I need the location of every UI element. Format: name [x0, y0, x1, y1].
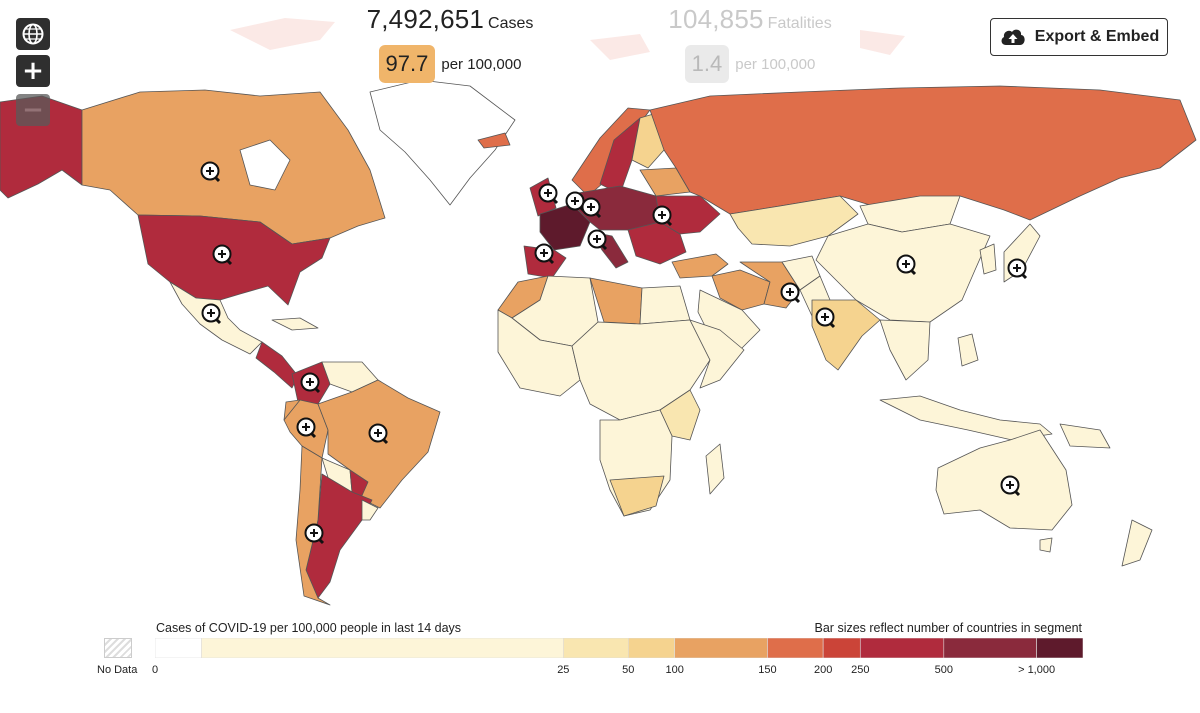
zoom-in-marker-icon[interactable]	[538, 183, 559, 205]
zoom-in-marker-icon[interactable]	[212, 244, 233, 266]
country-indonesia	[879, 395, 1053, 441]
legend-tick-label: > 1,000	[1018, 664, 1056, 676]
zoom-in-marker-icon[interactable]	[368, 423, 389, 445]
country-south-africa	[609, 475, 665, 517]
zoom-in-marker-icon[interactable]	[780, 282, 801, 304]
zoom-in-marker-icon[interactable]	[587, 229, 608, 251]
legend-tick-label: 150	[758, 664, 777, 676]
zoom-in-marker-icon[interactable]	[534, 243, 555, 265]
cloud-upload-icon	[1001, 29, 1025, 45]
zoom-in-marker-icon[interactable]	[201, 303, 222, 325]
legend-segment	[1036, 638, 1083, 658]
export-embed-button[interactable]: Export & Embed	[990, 18, 1168, 56]
globe-icon	[22, 23, 44, 45]
fatalities-stat: 104,855 Fatalities 1.4 per 100,000	[660, 4, 840, 83]
legend-tick-label: 0	[152, 664, 159, 676]
legend-tick-label: 200	[813, 664, 833, 676]
country-korea	[979, 243, 997, 275]
fatalities-unit: Fatalities	[767, 15, 832, 32]
country-turkey	[671, 253, 729, 279]
cases-unit: Cases	[488, 15, 534, 32]
cases-stat: 7,492,651 Cases 97.7 per 100,000	[360, 4, 540, 83]
minus-icon: −	[22, 95, 44, 125]
zoom-markers[interactable]	[200, 161, 1028, 545]
zoom-in-marker-icon[interactable]	[815, 307, 836, 329]
legend-tick-label: 100	[665, 664, 684, 676]
zoom-in-marker-icon[interactable]	[300, 372, 321, 394]
country-canada	[81, 89, 386, 245]
country-uruguay	[361, 499, 379, 521]
zoom-in-button[interactable]: +	[16, 55, 50, 87]
country-libya	[589, 277, 643, 325]
country-cuba	[271, 317, 319, 331]
cases-total: 7,492,651	[366, 4, 485, 34]
country-egypt	[639, 285, 691, 325]
legend-color-bar	[155, 638, 1083, 658]
zoom-out-button[interactable]: −	[16, 94, 50, 126]
zoom-in-marker-icon[interactable]	[296, 417, 317, 439]
export-embed-label: Export & Embed	[1034, 28, 1160, 45]
legend-tick-label: 50	[622, 664, 635, 676]
country-central-america	[255, 341, 299, 389]
legend-tick-label: 250	[851, 664, 870, 676]
country-new-zealand	[1121, 519, 1153, 567]
legend-tick-label: 500	[934, 664, 953, 676]
country-philippines	[957, 333, 979, 367]
legend-tick-label: 25	[557, 664, 570, 676]
zoom-in-marker-icon[interactable]	[304, 523, 325, 545]
country-southeast-asia	[879, 319, 931, 381]
legend-title: Cases of COVID-19 per 100,000 people in …	[156, 621, 462, 635]
legend-note: Bar sizes reflect number of countries in…	[814, 621, 1082, 635]
country-madagascar	[705, 443, 725, 495]
country-horn-of-africa	[689, 319, 745, 389]
country-papua	[1059, 423, 1111, 449]
countries	[0, 79, 1197, 606]
legend-segment	[674, 638, 768, 658]
zoom-in-marker-icon[interactable]	[896, 254, 917, 276]
faint-arctic-land	[230, 18, 905, 60]
globe-button[interactable]	[16, 18, 50, 50]
country-brazil	[317, 379, 441, 509]
country-tasmania	[1039, 537, 1053, 553]
fatalities-rate-unit: per 100,000	[735, 55, 816, 73]
fatalities-rate-badge: 1.4	[684, 45, 730, 83]
plus-icon: +	[22, 56, 44, 86]
legend-segment	[767, 638, 824, 658]
no-data-swatch	[104, 638, 132, 658]
zoom-in-marker-icon[interactable]	[581, 197, 602, 219]
cases-rate-unit: per 100,000	[441, 55, 522, 73]
cases-rate-badge: 97.7	[378, 45, 436, 83]
zoom-in-marker-icon[interactable]	[1007, 258, 1028, 280]
no-data-label: No Data	[97, 664, 138, 676]
legend-segment	[563, 638, 629, 658]
legend-segment	[627, 638, 675, 658]
zoom-in-marker-icon[interactable]	[1000, 475, 1021, 497]
country-hudson-bay	[239, 139, 291, 191]
country-greenland	[369, 79, 516, 206]
legend-segment	[201, 638, 564, 658]
fatalities-total: 104,855	[668, 4, 764, 34]
legend-segment	[155, 638, 202, 658]
country-russia	[649, 85, 1197, 221]
legend-segment	[822, 638, 861, 658]
legend-segment	[943, 638, 1037, 658]
country-iceland	[477, 132, 511, 149]
zoom-in-marker-icon[interactable]	[652, 205, 673, 227]
legend-segment	[859, 638, 945, 658]
zoom-in-marker-icon[interactable]	[200, 161, 221, 183]
zoom-in-marker-icon[interactable]	[565, 191, 586, 213]
